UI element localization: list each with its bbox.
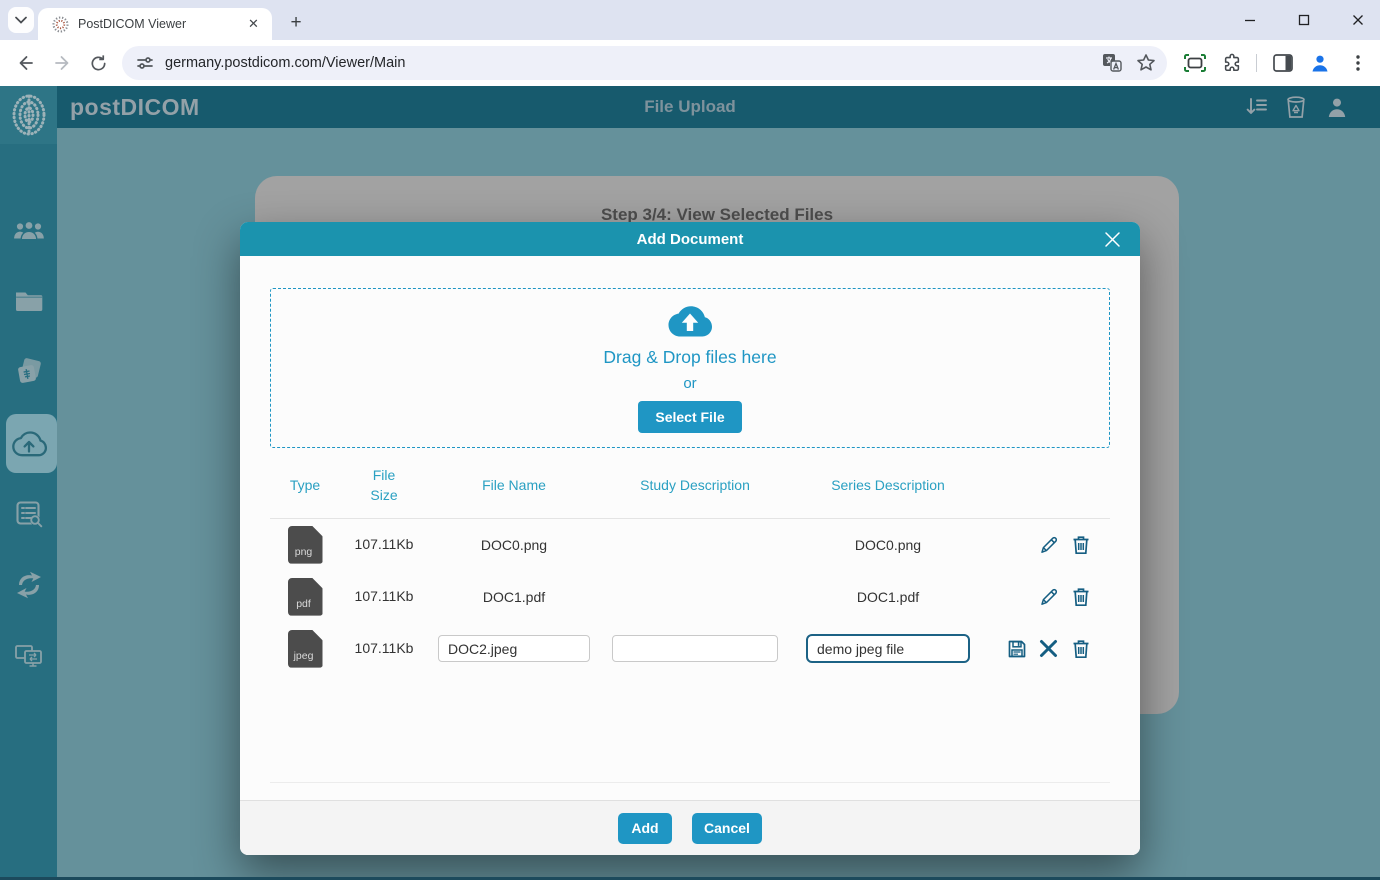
window-minimize-button[interactable] bbox=[1236, 6, 1264, 34]
file-type-badge: pdf bbox=[287, 577, 323, 616]
file-size: 107.11Kb bbox=[354, 640, 414, 657]
series-description: DOC0.png bbox=[854, 536, 922, 553]
sidebar-item-folders[interactable] bbox=[0, 272, 57, 330]
delete-trash-icon[interactable] bbox=[1070, 638, 1091, 659]
screen-capture-icon[interactable] bbox=[1183, 51, 1207, 75]
file-name: DOC0.png bbox=[480, 536, 548, 553]
tab-title: PostDICOM Viewer bbox=[78, 17, 187, 31]
sidebar-item-worklist-search[interactable] bbox=[0, 485, 57, 543]
window-close-button[interactable] bbox=[1344, 6, 1372, 34]
delete-trash-icon[interactable] bbox=[1070, 534, 1091, 555]
sidebar-item-patients[interactable] bbox=[0, 201, 57, 259]
file-size: 107.11Kb bbox=[354, 536, 414, 553]
edit-pencil-icon[interactable] bbox=[1038, 586, 1059, 607]
sort-order-icon[interactable] bbox=[1244, 94, 1270, 120]
select-file-button[interactable]: Select File bbox=[638, 400, 742, 433]
account-icon[interactable] bbox=[1324, 94, 1350, 120]
file-name-input[interactable] bbox=[438, 635, 590, 663]
column-header-type: Type bbox=[289, 477, 321, 494]
dropzone-or-label: or bbox=[683, 374, 697, 392]
profile-avatar-icon[interactable] bbox=[1308, 51, 1332, 75]
file-name: DOC1.pdf bbox=[482, 588, 546, 605]
recycle-bin-icon[interactable] bbox=[1283, 94, 1309, 120]
tab-close-icon[interactable]: ✕ bbox=[248, 16, 259, 31]
add-document-modal: Add Document Drag & Drop files here or S… bbox=[240, 222, 1140, 855]
column-header-file-name: File Name bbox=[482, 477, 546, 494]
modal-footer: Add Cancel bbox=[240, 800, 1140, 855]
side-panel-icon[interactable] bbox=[1271, 51, 1295, 75]
sidebar-item-remote-connect[interactable] bbox=[0, 627, 57, 685]
cancel-button[interactable]: Cancel bbox=[692, 812, 762, 844]
bookmark-star-icon[interactable] bbox=[1135, 52, 1157, 74]
study-description-input[interactable] bbox=[612, 635, 778, 663]
cancel-edit-x-icon[interactable] bbox=[1038, 638, 1059, 659]
app-logo-text: postDICOM bbox=[70, 93, 200, 120]
dropzone[interactable]: Drag & Drop files here or Select File bbox=[270, 288, 1110, 448]
column-header-study-description: Study Description bbox=[640, 477, 750, 494]
sidebar-item-share[interactable] bbox=[0, 556, 57, 614]
site-settings-icon[interactable] bbox=[135, 53, 155, 73]
save-floppy-icon[interactable] bbox=[1006, 638, 1027, 659]
series-description: DOC1.pdf bbox=[856, 588, 920, 605]
cloud-upload-icon bbox=[668, 305, 712, 336]
toolbar-divider bbox=[1256, 54, 1257, 72]
table-row-editing: jpeg 107.11Kb bbox=[270, 623, 1110, 675]
url-text[interactable]: germany.postdicom.com/Viewer/Main bbox=[165, 55, 406, 71]
sidebar-item-image-library[interactable] bbox=[0, 343, 57, 401]
file-table-header: Type File Size File Name Study Descripti… bbox=[270, 448, 1110, 519]
modal-title: Add Document bbox=[636, 230, 744, 248]
sidebar bbox=[0, 128, 57, 880]
window-maximize-button[interactable] bbox=[1290, 6, 1318, 34]
new-tab-button[interactable]: + bbox=[290, 12, 302, 33]
postdicom-favicon bbox=[52, 15, 69, 33]
modal-header: Add Document bbox=[240, 222, 1140, 256]
column-header-series-description: Series Description bbox=[831, 477, 945, 494]
sidebar-item-file-upload[interactable] bbox=[0, 414, 57, 472]
series-description-input[interactable] bbox=[806, 634, 970, 664]
table-row: png 107.11Kb DOC0.png DOC0.png bbox=[270, 519, 1110, 571]
browser-toolbar: germany.postdicom.com/Viewer/Main bbox=[0, 40, 1380, 86]
forward-icon[interactable] bbox=[50, 50, 76, 76]
address-bar[interactable]: germany.postdicom.com/Viewer/Main bbox=[122, 46, 1167, 80]
app-logo bbox=[0, 86, 57, 144]
delete-trash-icon[interactable] bbox=[1070, 586, 1091, 607]
tab-search-button[interactable] bbox=[8, 7, 34, 33]
file-type-badge: png bbox=[287, 525, 323, 564]
close-icon[interactable] bbox=[1098, 222, 1126, 256]
column-header-file-size: File Size bbox=[370, 467, 398, 504]
extensions-puzzle-icon[interactable] bbox=[1220, 51, 1244, 75]
translate-icon[interactable] bbox=[1101, 52, 1123, 74]
table-row: pdf 107.11Kb DOC1.pdf DOC1.pdf bbox=[270, 571, 1110, 623]
file-size: 107.11Kb bbox=[354, 588, 414, 605]
page-title: File Upload bbox=[644, 97, 736, 116]
table-bottom-divider bbox=[270, 782, 1110, 783]
add-button[interactable]: Add bbox=[618, 812, 672, 844]
reload-icon[interactable] bbox=[85, 50, 111, 76]
bottom-edge-strip bbox=[0, 877, 1380, 880]
browser-tab[interactable]: PostDICOM Viewer ✕ bbox=[38, 8, 272, 40]
back-icon[interactable] bbox=[12, 50, 38, 76]
browser-menu-kebab-icon[interactable] bbox=[1346, 51, 1370, 75]
step-title: Step 3/4: View Selected Files bbox=[600, 205, 834, 224]
file-type-badge: jpeg bbox=[287, 629, 323, 668]
dropzone-title: Drag & Drop files here bbox=[603, 346, 777, 367]
browser-tab-strip: PostDICOM Viewer ✕ + bbox=[0, 0, 1380, 40]
app-header: postDICOM File Upload bbox=[0, 86, 1380, 128]
edit-pencil-icon[interactable] bbox=[1038, 534, 1059, 555]
